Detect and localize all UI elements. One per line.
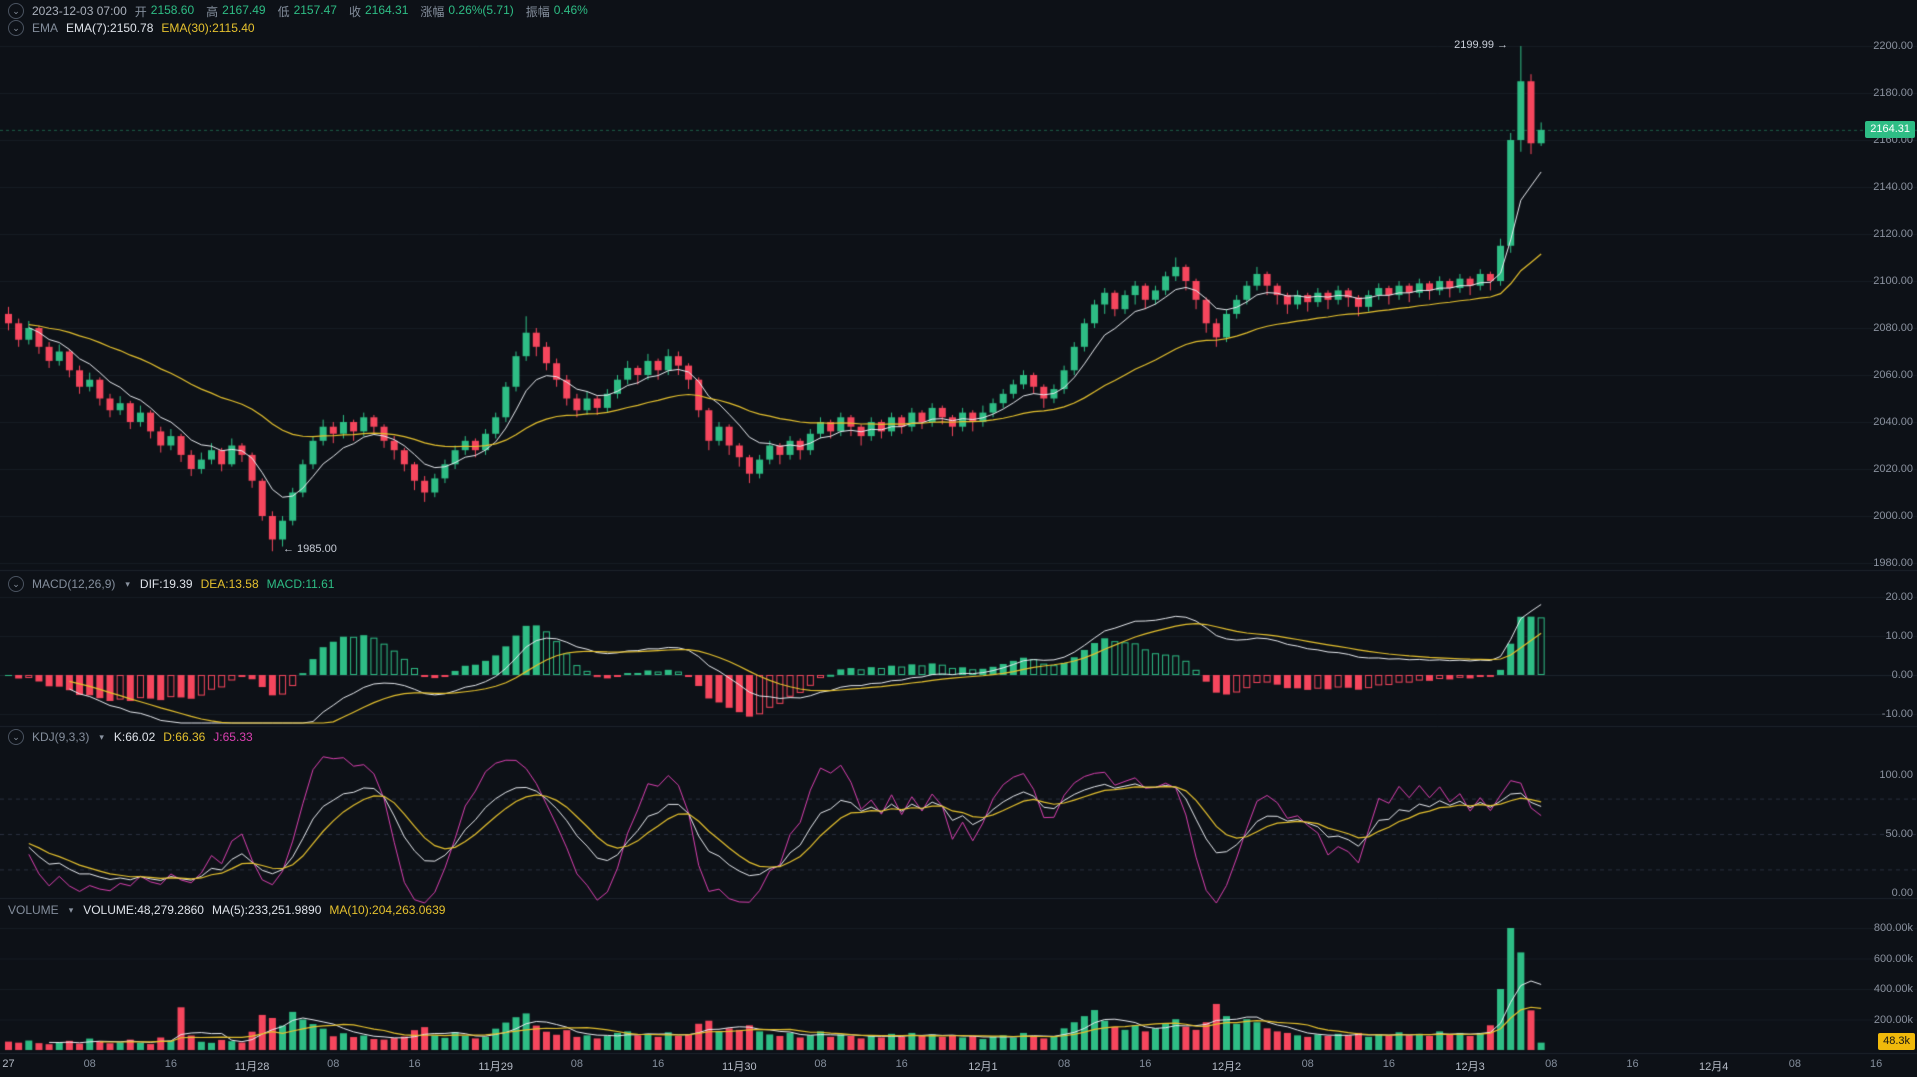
volume-dropdown-caret-icon[interactable]: ▾ [68,904,74,915]
y-axis-label: 800.00k [1873,922,1913,934]
kdj-d-value: D:66.36 [163,730,206,744]
kdj-j-value: J:65.33 [213,730,253,744]
collapse-ohlc-icon[interactable]: ⌄ [8,3,24,19]
time-axis-label: 08 [1545,1058,1558,1070]
last-volume-badge: 48.3k [1878,1033,1915,1050]
time-axis-label: 08 [1788,1058,1802,1070]
y-axis-label: 2040.00 [1873,416,1913,428]
low-label: 低 [277,4,290,19]
amplitude-label: 振幅 [525,4,550,19]
kdj-k-value: K:66.02 [113,730,156,744]
time-axis-label: 12月4 [1699,1061,1729,1073]
time-axis-label: 12月3 [1455,1061,1485,1073]
y-axis-label: 0.00 [1891,887,1913,899]
volume-indicator-name[interactable]: VOLUME [8,903,59,917]
macd-dropdown-caret-icon[interactable]: ▾ [125,578,130,589]
high-label: 高 [206,4,219,19]
time-axis-label: 16 [1869,1058,1883,1070]
low-value: 2157.47 [293,2,337,17]
time-axis-label: 16 [1626,1058,1639,1070]
open-value: 2158.60 [150,2,195,17]
ema7-value: EMA(7):2150.78 [66,21,154,35]
high-value: 2167.49 [222,2,266,17]
change-value: 0.26%(5.71) [448,2,514,17]
y-axis-label: 200.00k [1873,1013,1913,1026]
time-axis-label: 16 [408,1058,421,1070]
y-axis-label: 50.00 [1885,828,1913,840]
y-axis-label: 1980.00 [1873,557,1913,569]
collapse-macd-icon[interactable]: ⌄ [8,576,24,592]
macd-dea-value: DEA:13.58 [200,577,259,591]
ema-info-bar: ⌄ EMA EMA(7):2150.78 EMA(30):2115.40 [8,20,255,36]
y-axis-label: 2140.00 [1873,181,1913,193]
time-axis-label: 12月2 [1211,1061,1242,1073]
y-axis-label: 0.00 [1891,669,1913,681]
macd-dif-value: DIF:19.39 [139,577,193,591]
y-axis-label: 600.00k [1873,952,1913,965]
ema-indicator-name[interactable]: EMA [32,21,59,35]
time-axis-label: 11月28 [234,1061,270,1073]
time-axis-label: 08 [327,1058,340,1070]
time-axis-label: 16 [1139,1058,1152,1070]
collapse-ema-icon[interactable]: ⌄ [8,20,24,36]
kdj-indicator-name[interactable]: KDJ(9,3,3) [32,730,90,744]
y-axis-label: 2060.00 [1873,369,1913,381]
change-label: 涨幅 [420,4,445,19]
y-axis-label: 2180.00 [1873,87,1913,99]
volume-ma10-value: MA(10):204,263.0639 [329,903,446,917]
y-axis-label: 2020.00 [1873,463,1913,475]
y-axis-label: 20.00 [1885,591,1913,603]
close-label: 收 [348,4,361,19]
ema30-value: EMA(30):2115.40 [161,21,255,35]
macd-indicator-name[interactable]: MACD(12,26,9) [32,577,116,591]
time-axis-label: 08 [570,1058,584,1070]
macd-hist-value: MACD:11.61 [266,577,335,591]
volume-ma5-value: MA(5):233,251.9890 [211,903,322,917]
time-axis-label: 08 [1301,1058,1314,1070]
time-axis-label: 11月30 [721,1061,757,1073]
high-price-annotation: 2199.99 → [1454,39,1508,51]
y-axis-label: 2200.00 [1873,40,1913,52]
y-axis-label: 2000.00 [1873,510,1913,522]
y-axis-label: 2080.00 [1873,322,1913,334]
time-axis-label: 11月29 [478,1061,514,1073]
kdj-dropdown-caret-icon[interactable]: ▾ [99,731,104,742]
y-axis-label: 2100.00 [1873,275,1913,287]
time-axis-label: 16 [164,1058,178,1070]
macd-header: ⌄ MACD(12,26,9) ▾ DIF:19.39 DEA:13.58 MA… [8,576,334,592]
time-axis-label: 08 [814,1058,827,1070]
open-label: 开 [134,4,147,19]
close-value: 2164.31 [364,2,409,17]
time-axis-label: 12月1 [968,1061,998,1073]
time-axis-label: 16 [1382,1058,1396,1070]
collapse-kdj-icon[interactable]: ⌄ [8,729,24,745]
y-axis-label: 10.00 [1885,630,1913,642]
y-axis-label: -10.00 [1881,708,1913,720]
y-axis-label: 100.00 [1879,769,1913,781]
amplitude-value: 0.46% [553,2,588,17]
volume-header: VOLUME ▾ VOLUME:48,279.2860 MA(5):233,25… [8,902,445,918]
time-axis-label: 16 [895,1058,908,1070]
volume-value: VOLUME:48,279.2860 [83,903,204,917]
time-axis-label: 16 [651,1058,665,1070]
low-price-annotation: ← 1985.00 [283,543,337,555]
y-axis-label: 400.00k [1873,983,1913,995]
ohlc-info-bar: ⌄ 2023-12-03 07:00 开 2158.60 高 2167.49 低 21… [8,3,592,19]
time-axis-label: 08 [1057,1058,1071,1070]
kdj-header: ⌄ KDJ(9,3,3) ▾ K:66.02 D:66.36 J:65.33 [8,729,253,745]
last-price-badge: 2164.31 [1865,121,1915,138]
time-axis-label: 27 [2,1058,15,1070]
time-axis-label: 08 [83,1058,96,1070]
y-axis-label: 2120.00 [1873,228,1913,240]
candle-datetime: 2023-12-03 07:00 [32,4,127,18]
